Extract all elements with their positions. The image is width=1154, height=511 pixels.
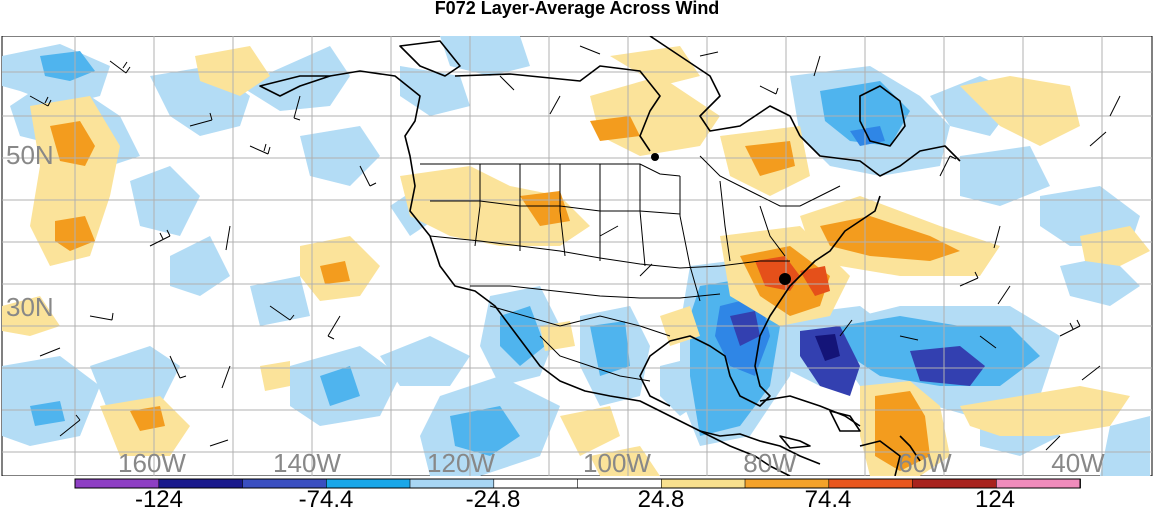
station-marker-small bbox=[651, 153, 659, 161]
lon-label-80w: 80W bbox=[743, 448, 797, 476]
colorbar-swatches bbox=[74, 478, 1081, 489]
political-borders bbox=[420, 155, 841, 382]
lat-label-30n: 30N bbox=[6, 292, 54, 322]
lon-label-160w: 160W bbox=[118, 448, 186, 476]
negative-anomaly-navy bbox=[815, 334, 840, 361]
colorbar-frame bbox=[74, 478, 1081, 489]
lon-label-140w: 140W bbox=[273, 448, 341, 476]
colorbar-label-24: 24.8 bbox=[638, 486, 685, 511]
lon-label-40w: 40W bbox=[1051, 448, 1105, 476]
map-title: F072 Layer-Average Across Wind bbox=[434, 0, 720, 18]
colorbar-label-124: 124 bbox=[975, 486, 1015, 511]
station-markers bbox=[651, 153, 791, 285]
lat-label-50n: 50N bbox=[6, 140, 54, 170]
station-marker-large bbox=[779, 273, 791, 285]
colorbar-label-neg74: -74.4 bbox=[299, 486, 354, 511]
wind-barbs bbox=[29, 45, 1121, 451]
colorbar-label-74: 74.4 bbox=[805, 486, 852, 511]
lon-label-100w: 100W bbox=[583, 448, 651, 476]
negative-anomaly-dark bbox=[730, 311, 985, 396]
lon-label-120w: 120W bbox=[427, 448, 495, 476]
colorbar: -124 -74.4 -24.8 24.8 74.4 124 bbox=[74, 478, 1081, 511]
coastlines bbox=[259, 36, 961, 476]
colorbar-label-neg24: -24.8 bbox=[466, 486, 521, 511]
lon-label-60w: 60W bbox=[898, 448, 952, 476]
graticule bbox=[2, 36, 1152, 476]
wind-map: 50N 30N 160W 140W 120W 100W 80W 60W 40W bbox=[1, 36, 1153, 476]
colorbar-label-neg124: -124 bbox=[135, 486, 183, 511]
